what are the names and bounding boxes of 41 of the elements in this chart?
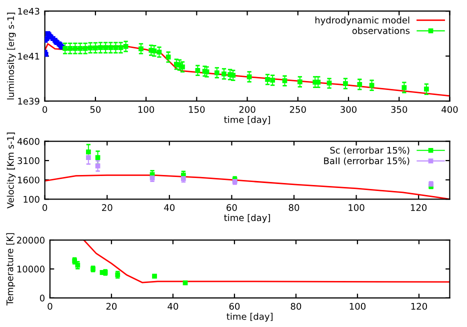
x-tick-label: 100 (138, 106, 154, 113)
x-tick-label: 200 (239, 106, 256, 113)
x-tick-label: 80 (290, 302, 302, 310)
legend-label: hydrodynamic model (315, 16, 410, 26)
x-tick-label: 60 (226, 204, 237, 211)
x-tick-label: 20 (102, 204, 112, 211)
y-tick-label: 0 (40, 294, 45, 302)
x-tick-label: 150 (189, 106, 205, 113)
y-tick-label: 10000 (17, 266, 45, 273)
x-tick-label: 40 (168, 302, 178, 310)
x-axis-title: time [day] (226, 312, 273, 322)
x-tick-label: 120 (411, 302, 427, 310)
y-tick-label: 1e41 (18, 52, 40, 60)
y-tick-label: 1e43 (18, 8, 40, 15)
x-tick-label: 100 (350, 302, 366, 310)
x-tick-label: 400 (442, 106, 458, 113)
x-axis-title: time [day] (224, 214, 270, 223)
x-tick-label: 0 (48, 302, 52, 310)
x-tick-label: 50 (90, 106, 101, 113)
y-tick-label: 4600 (17, 138, 40, 145)
y-tick-label: 1600 (18, 176, 40, 184)
y-tick-label: 3100 (18, 157, 40, 164)
x-tick-label: 20 (106, 302, 117, 310)
y-axis-title: Velocity [Km s-1] (6, 132, 16, 208)
legend-label: BaII (errorbar 15%) (324, 157, 410, 166)
legend-label: Sc (errorbar 15%) (330, 146, 410, 155)
x-tick-label: 120 (410, 204, 427, 211)
x-tick-label: 100 (348, 204, 364, 211)
y-tick-label: 1e39 (18, 98, 40, 105)
y-tick-label: 100 (24, 196, 40, 203)
legend-label: observations (352, 27, 410, 34)
x-tick-label: 350 (391, 106, 408, 113)
x-tick-label: 60 (229, 302, 240, 310)
y-tick-label: 20000 (17, 236, 45, 244)
x-tick-label: 250 (290, 106, 306, 113)
y-axis-title: Temperature [K] (6, 233, 15, 306)
x-tick-label: 40 (164, 204, 175, 211)
x-tick-label: 300 (340, 106, 357, 113)
x-tick-label: 80 (288, 204, 300, 211)
x-axis-title: time [day] (224, 116, 270, 125)
y-axis-title: luminosity [erg s-1] (7, 12, 16, 100)
